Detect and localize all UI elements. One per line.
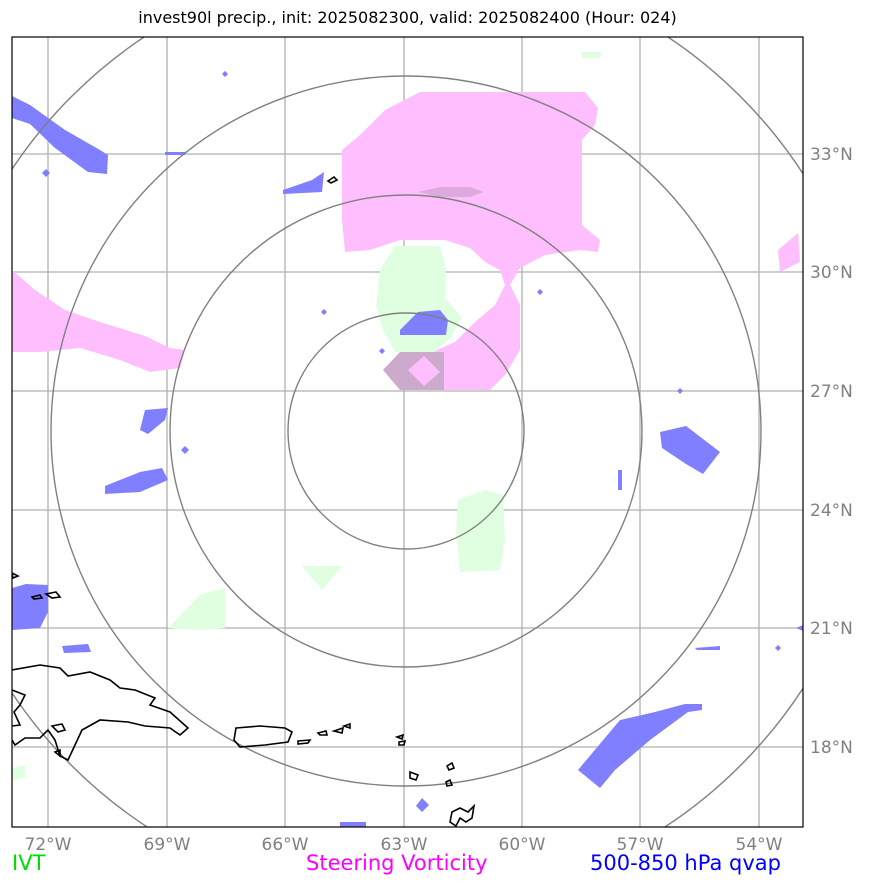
coastline-hispaniola — [12, 664, 190, 762]
coastline-guadeloupe — [449, 803, 476, 827]
qvap-region-small-1 — [62, 644, 91, 653]
qvap-region-southeast — [578, 704, 702, 788]
x-tick-label: 60°W — [499, 835, 546, 855]
coastline-island-west — [12, 572, 20, 580]
qvap-dot-9 — [796, 625, 803, 631]
vorticity-region-west — [12, 270, 185, 372]
y-tick-label: 24°N — [810, 501, 853, 521]
qvap-region-small-4 — [416, 798, 429, 812]
coastline-caicos — [43, 591, 62, 599]
qvap-dot-8 — [775, 645, 781, 651]
x-tick-label: 69°W — [144, 835, 191, 855]
coastline-western-tip — [12, 689, 27, 727]
qvap-dot-5 — [321, 309, 327, 315]
legend-steering-vorticity: Steering Vorticity — [306, 851, 488, 875]
qvap-region-edge — [12, 584, 48, 630]
range-ring-2 — [169, 194, 643, 668]
y-tick-label: 27°N — [810, 382, 853, 402]
x-tick-label: 66°W — [262, 835, 309, 855]
y-tick-label: 18°N — [810, 738, 853, 758]
coastline-barbuda — [409, 770, 420, 781]
qvap-dot-4 — [379, 348, 385, 354]
y-tick-label: 21°N — [810, 619, 853, 639]
y-tick-labels: 33°N 30°N 27°N 24°N 21°N 18°N — [810, 145, 853, 758]
qvap-region-east — [660, 426, 720, 474]
ivt-region-south — [456, 490, 505, 572]
qvap-dot-7 — [677, 388, 683, 394]
qvap-dot-6 — [537, 289, 543, 295]
coastline-puerto-rico — [233, 725, 294, 748]
coastline-vieques — [297, 739, 312, 745]
overlap-diamond — [408, 356, 440, 386]
y-tick-label: 33°N — [810, 145, 853, 165]
qvap-region-small-3 — [340, 822, 366, 827]
x-tick-label: 54°W — [736, 835, 783, 855]
coastline-anguilla — [394, 733, 405, 741]
plot-frame — [11, 36, 804, 828]
qvap-region-nw — [12, 96, 108, 174]
steering-vorticity-field — [12, 92, 800, 390]
ivt-region-northeast — [580, 52, 602, 58]
qvap-dot-3 — [165, 152, 185, 155]
y-tick-label: 30°N — [810, 263, 853, 283]
coastline-virgin-islands-2 — [331, 726, 345, 734]
coastline-island-cay — [50, 723, 67, 733]
qvap-dot-1 — [42, 169, 50, 177]
legend-ivt: IVT — [12, 851, 46, 875]
qvap-field — [12, 71, 803, 827]
x-tick-label: 72°W — [25, 835, 72, 855]
range-ring-1 — [287, 312, 525, 550]
ivt-region-southwest — [302, 566, 342, 590]
ivt-region-center — [376, 246, 462, 352]
coastline-virgin-islands-1 — [316, 730, 329, 736]
x-tick-label: 63°W — [381, 835, 428, 855]
ivt-region-west — [168, 588, 225, 630]
qvap-dot-2 — [181, 446, 189, 454]
vorticity-region-east — [778, 233, 800, 272]
ivt-region-edge — [12, 765, 25, 780]
coastline-st-martin — [398, 740, 407, 746]
coastline-virgin-islands-3 — [341, 722, 351, 730]
legend-qvap: 500-850 hPa qvap — [590, 851, 781, 875]
coastlines — [12, 175, 476, 827]
coastline-island-north — [326, 175, 339, 184]
vorticity-region-north — [342, 92, 600, 390]
coastline-montserrat — [445, 778, 454, 787]
x-tick-labels: 72°W 69°W 66°W 63°W 60°W 57°W 54°W — [25, 835, 783, 855]
x-tick-label: 57°W — [617, 835, 664, 855]
coastline-turks — [30, 594, 44, 600]
coastline-antigua — [445, 761, 456, 772]
vorticity-max-band — [418, 187, 484, 197]
qvap-region-east-line — [618, 470, 622, 490]
qvap-region-small-2 — [695, 646, 720, 650]
coastline-island-small — [53, 748, 61, 758]
range-ring-3 — [50, 75, 762, 787]
qvap-dot-10 — [222, 71, 228, 77]
map-title: invest90l precip., init: 2025082300, val… — [138, 8, 677, 27]
qvap-region-west-2 — [105, 468, 168, 494]
qvap-region-west-1 — [140, 408, 168, 434]
qvap-region-north-small — [283, 172, 324, 194]
